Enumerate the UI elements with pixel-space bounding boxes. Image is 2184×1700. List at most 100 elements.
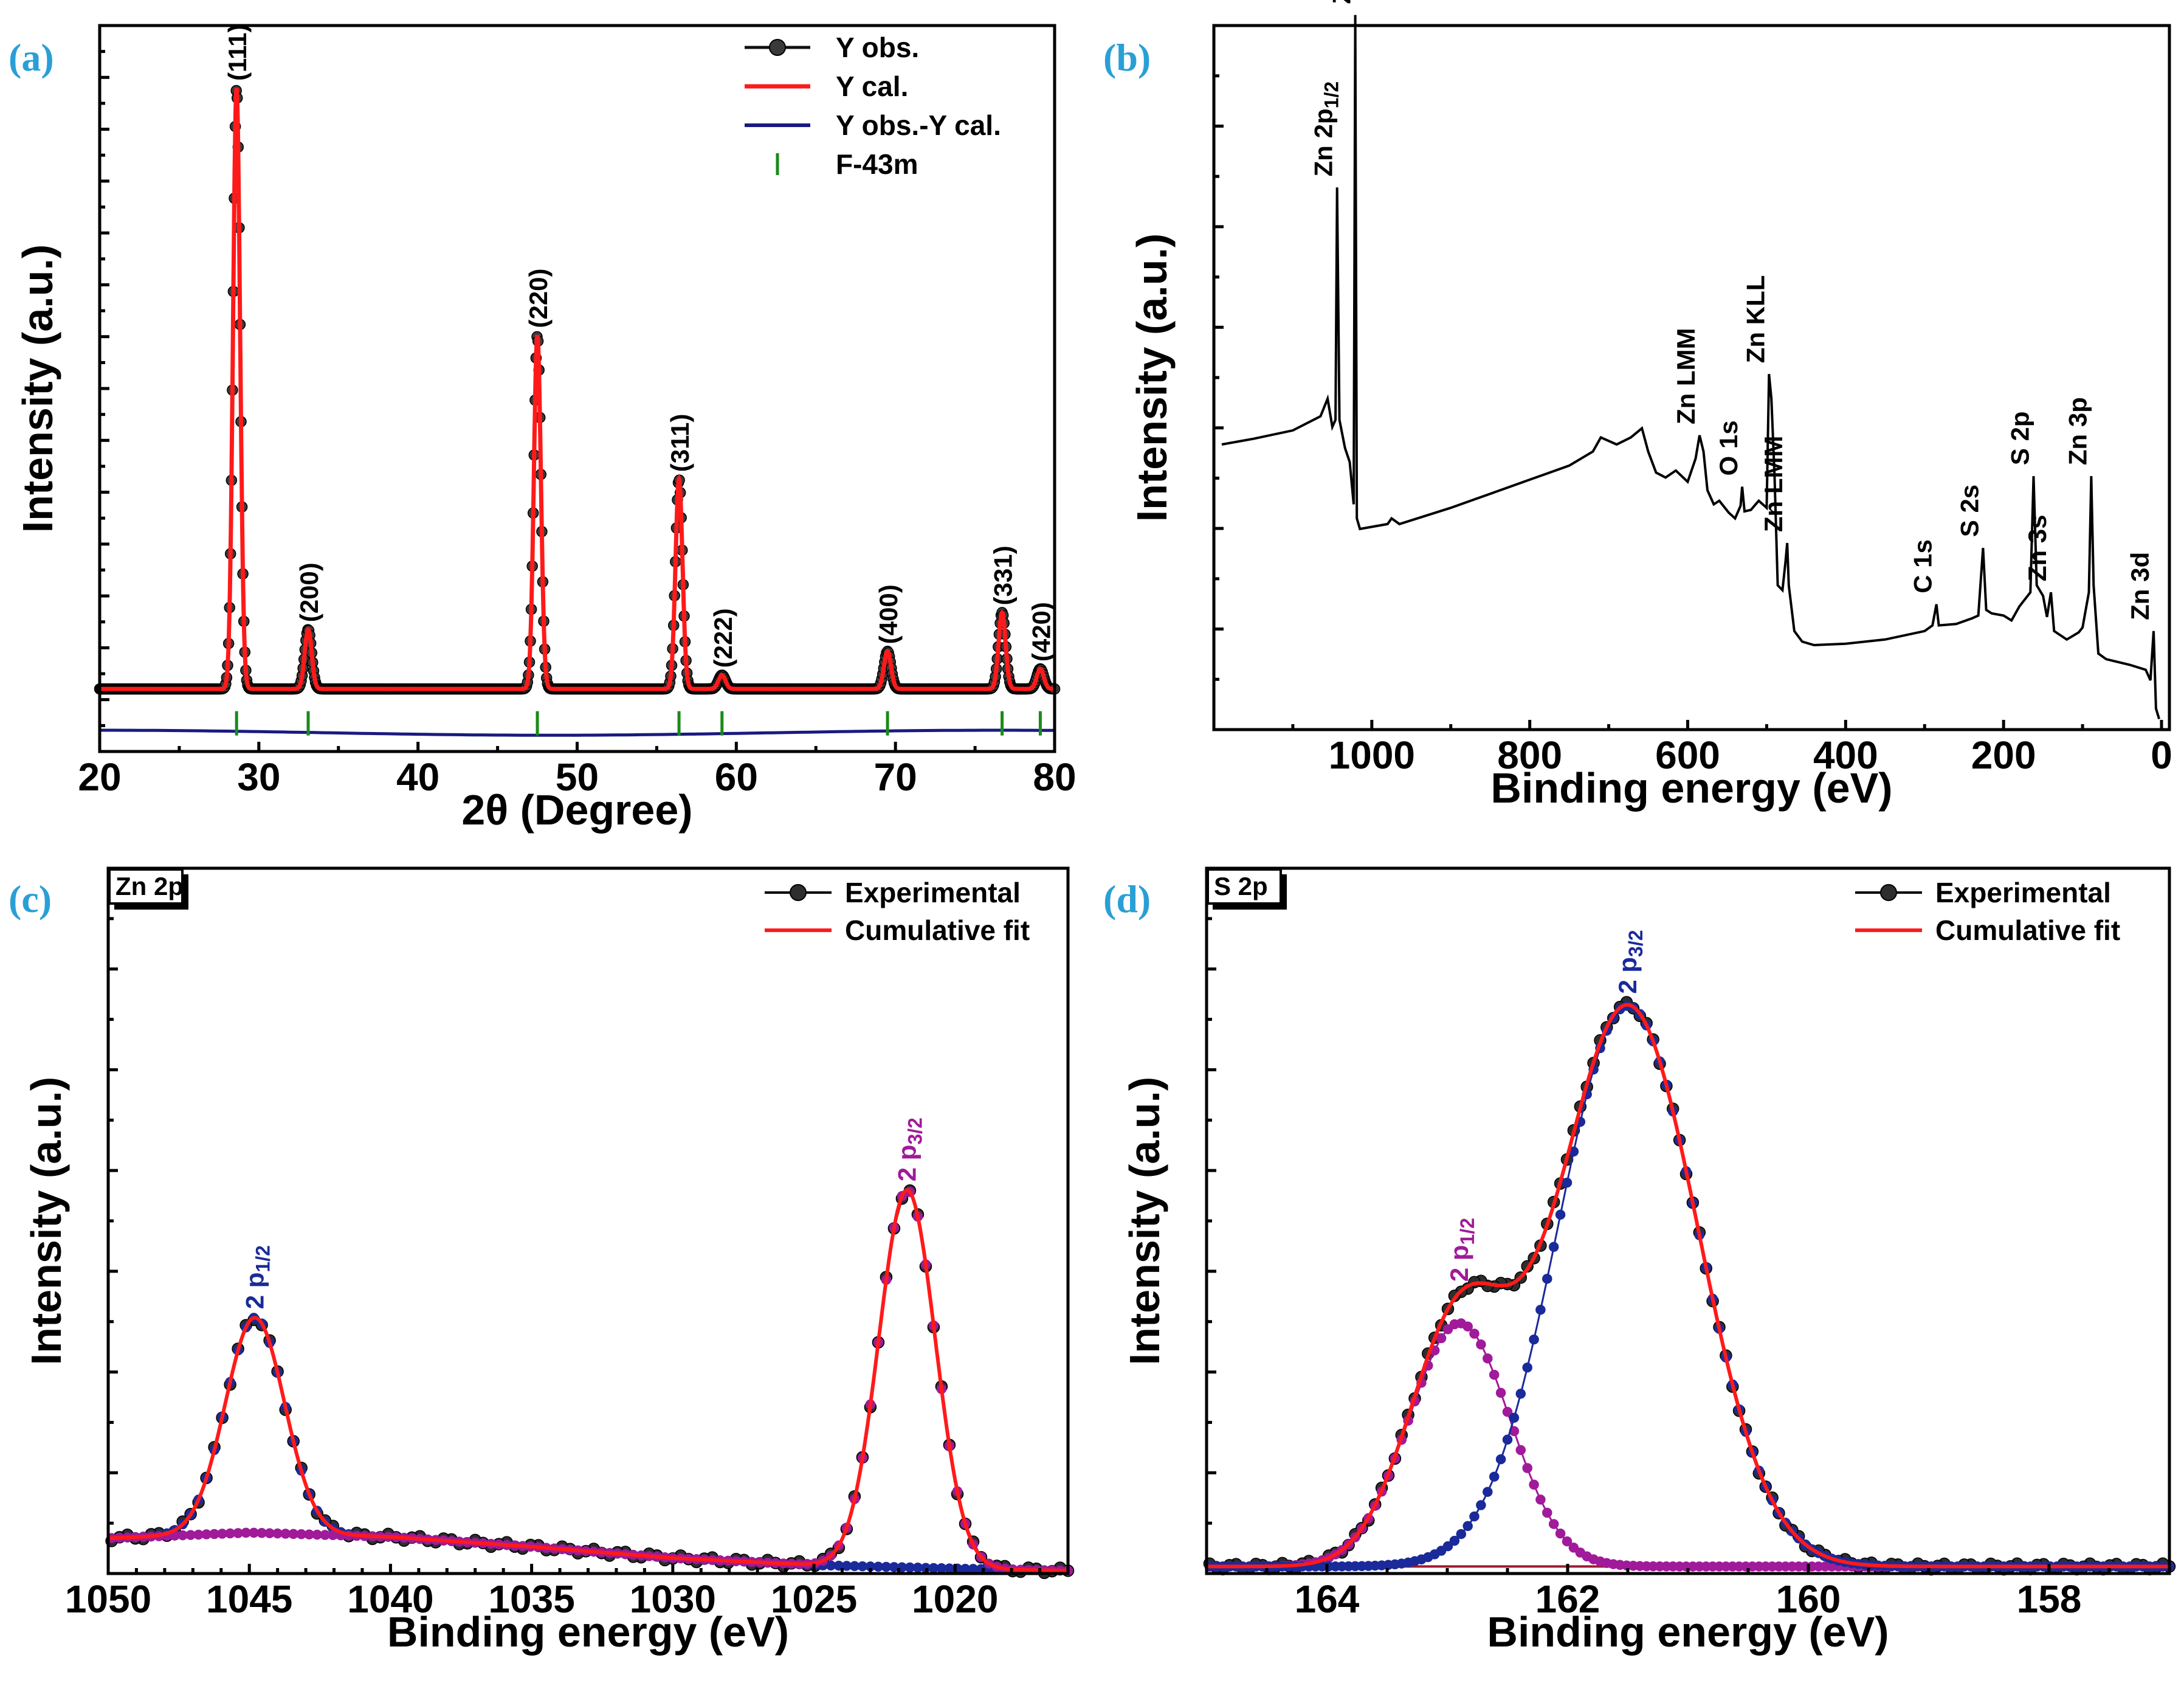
component-marker bbox=[1449, 1535, 1460, 1546]
peak-label: (200) bbox=[295, 562, 323, 622]
legend-entry: Y obs.-Y cal. bbox=[836, 109, 1001, 141]
fit-panel-x-tick-label: 1025 bbox=[771, 1577, 857, 1621]
peak-annotation: S 2p bbox=[2006, 411, 2034, 465]
component-marker bbox=[1456, 1529, 1467, 1539]
component-label: 2 p1/2 bbox=[240, 1245, 274, 1309]
component-marker bbox=[1502, 1434, 1513, 1445]
component-marker bbox=[1529, 1479, 1539, 1490]
component-marker bbox=[1489, 1471, 1500, 1482]
component-marker bbox=[1568, 1543, 1579, 1553]
component-marker bbox=[1529, 1334, 1539, 1345]
legend-entry: Y cal. bbox=[836, 71, 908, 102]
component-marker bbox=[1449, 1319, 1460, 1330]
component-marker bbox=[1483, 1353, 1493, 1364]
component-marker bbox=[1562, 1177, 1573, 1188]
fit-panel-x-tick-label: 158 bbox=[2017, 1577, 2082, 1621]
legend-entry: Cumulative fit bbox=[1935, 914, 2120, 946]
difference-line bbox=[100, 728, 1055, 737]
legend-entry: Y obs. bbox=[836, 32, 919, 63]
fit-panel-x-tick-label: 162 bbox=[1535, 1577, 1600, 1621]
panel-b-x-tick-label: 200 bbox=[1971, 733, 2036, 777]
panel-b-x-tick-label: 1000 bbox=[1329, 733, 1415, 777]
peak-label: (111) bbox=[223, 24, 252, 81]
component-marker bbox=[1548, 1242, 1559, 1253]
fit-panel-label: (c) bbox=[9, 877, 52, 921]
component-marker bbox=[1436, 1333, 1447, 1344]
experimental-line bbox=[1209, 1001, 2170, 1570]
component-label: 2 p3/2 bbox=[1613, 930, 1647, 993]
panel-a-x-tick-label: 20 bbox=[78, 755, 121, 799]
component-marker bbox=[1542, 1507, 1552, 1518]
peak-annotation: Zn LMM bbox=[1759, 436, 1788, 533]
component-marker bbox=[1535, 1304, 1546, 1315]
component-marker bbox=[1535, 1494, 1546, 1505]
peak-label: (331) bbox=[989, 545, 1018, 605]
peak-label: (400) bbox=[874, 584, 903, 644]
peak-annotation: S 2s bbox=[1955, 485, 1983, 537]
fit-panel-x-tick-label: 160 bbox=[1776, 1577, 1841, 1621]
panel-b-x-axis-title: Binding energy (eV) bbox=[1490, 764, 1892, 812]
panel-b: Zn 2p1/2 Zn 2p3/2 Zn LMM Zn KLL O 1s Zn LMM C … bbox=[1103, 0, 2172, 812]
(c)-frame bbox=[106, 866, 1070, 1575]
component-marker bbox=[1489, 1369, 1500, 1380]
box-label-shadow bbox=[1213, 904, 1286, 910]
component-marker bbox=[1469, 1511, 1480, 1522]
peak-annotation: O 1s bbox=[1714, 420, 1743, 475]
component-marker bbox=[1495, 1454, 1506, 1465]
panel-a-x-tick-label: 30 bbox=[237, 755, 280, 799]
component-marker bbox=[1522, 1362, 1532, 1373]
box-label-shadow bbox=[182, 874, 188, 910]
peak-annotation: Zn KLL bbox=[1741, 275, 1769, 364]
peak-label: (311) bbox=[666, 414, 694, 472]
fit-panel-x-tick-label: 1040 bbox=[347, 1577, 433, 1621]
box-label-shadow bbox=[1281, 874, 1287, 910]
y-cal-line bbox=[100, 88, 1055, 691]
box-label: S 2p bbox=[1214, 872, 1268, 900]
component-marker bbox=[1515, 1445, 1526, 1456]
panel-a-x-tick-label: 80 bbox=[1033, 755, 1076, 799]
peak-label: (222) bbox=[709, 608, 737, 668]
component-marker bbox=[1469, 1329, 1480, 1339]
component-marker bbox=[1462, 1521, 1473, 1532]
component-marker bbox=[1495, 1387, 1506, 1398]
legend-entry: F-43m bbox=[836, 148, 918, 180]
component-marker bbox=[1509, 1412, 1520, 1423]
component-marker bbox=[1575, 1547, 1586, 1558]
component-marker bbox=[1483, 1487, 1493, 1497]
fit-panel-x-tick-label: 1050 bbox=[65, 1577, 151, 1621]
peak-label: (420) bbox=[1027, 602, 1055, 662]
fit-panel-x-axis-title: Binding energy (eV) bbox=[1487, 1608, 1889, 1656]
panel-a: (111) (200) (220) (311) (222) (400) (331) (420)… bbox=[9, 24, 1076, 834]
component-marker bbox=[1548, 1519, 1559, 1529]
component-marker bbox=[1562, 1536, 1573, 1547]
fit-panel-y-axis-title: Intensity (a.u.) bbox=[22, 1077, 70, 1365]
panel-b-x-tick-label: 400 bbox=[1813, 733, 1878, 777]
component-marker bbox=[1502, 1406, 1513, 1417]
legend-entry: Experimental bbox=[845, 877, 1021, 908]
component-marker bbox=[1522, 1463, 1532, 1473]
panel-b-y-axis-title: Intensity (a.u.) bbox=[1128, 233, 1176, 522]
box-label: Zn 2p bbox=[115, 872, 184, 900]
peak-annotation: Zn 2p3/2 bbox=[1328, 0, 1361, 4]
legend-obs-marker bbox=[769, 39, 786, 56]
component-marker bbox=[1476, 1339, 1486, 1350]
box-label-shadow bbox=[114, 904, 187, 910]
fit-panel-x-tick-label: 1035 bbox=[488, 1577, 574, 1621]
peak-label: (220) bbox=[524, 268, 553, 328]
fit-panel-x-tick-label: 1030 bbox=[630, 1577, 716, 1621]
component-marker bbox=[1555, 1209, 1566, 1220]
component-marker bbox=[1555, 1528, 1566, 1539]
legend-entry: Cumulative fit bbox=[845, 914, 1030, 946]
fit-panel-x-axis-title: Binding energy (eV) bbox=[387, 1608, 789, 1656]
fit-panel-x-tick-label: 164 bbox=[1295, 1577, 1360, 1621]
component-marker bbox=[1442, 1324, 1453, 1335]
peak-annotation: Zn 3s bbox=[2023, 514, 2051, 581]
peak-annotation: Zn LMM bbox=[1672, 328, 1700, 424]
panel-d: 164 162 160 158 Binding energy (eV) Intensity… bbox=[1103, 866, 2176, 1656]
peak-annotation: C 1s bbox=[1909, 539, 1937, 593]
panel-b-label: (b) bbox=[1103, 36, 1151, 79]
fit-panel-x-tick-label: 1020 bbox=[912, 1577, 998, 1621]
panel-c: 1050 1045 1040 1035 1030 1025 1020 Binding ener… bbox=[9, 866, 1075, 1656]
peak-annotation: Zn 2p1/2 bbox=[1309, 81, 1343, 176]
